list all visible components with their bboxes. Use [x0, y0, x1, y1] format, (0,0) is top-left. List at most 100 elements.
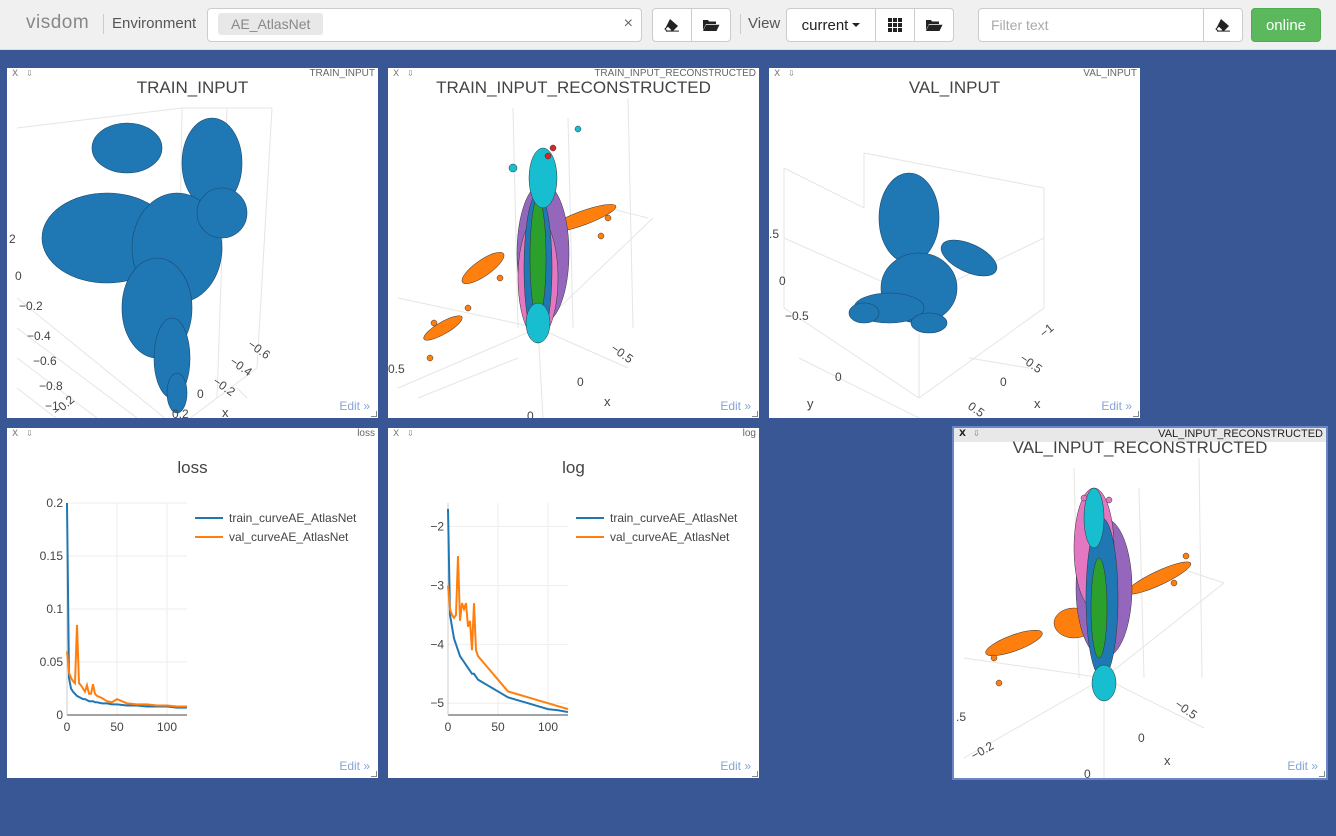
- resize-handle[interactable]: [752, 771, 758, 777]
- folder-open-icon: [703, 20, 720, 31]
- close-icon[interactable]: X: [393, 429, 400, 439]
- series-line-val_curveAE_AtlasNet[interactable]: [66, 624, 187, 708]
- scatter-points: [848, 172, 998, 334]
- resize-handle[interactable]: [371, 411, 377, 417]
- grid-icon: [888, 18, 902, 32]
- resize-handle[interactable]: [1133, 411, 1139, 417]
- tick-label: −0.5: [1172, 697, 1200, 722]
- pane-val-input[interactable]: X ⇩ VAL_INPUT VAL_INPUT .5 0 −0.5 0 −1 −…: [769, 68, 1140, 418]
- series-line-train_curveAE_AtlasNet[interactable]: [66, 502, 187, 709]
- tick-label: −0.5: [608, 341, 636, 366]
- tick-label: −0.2: [210, 374, 238, 399]
- series-line-val_curveAE_AtlasNet[interactable]: [447, 555, 569, 711]
- line-chart-loss[interactable]: 0 50 100 0 0.05 0.1 0.15 0.2 train_curveAE_Atlas…: [7, 428, 378, 778]
- view-select-value: current: [801, 16, 849, 34]
- clear-environment-eraser-button[interactable]: [652, 8, 692, 42]
- pane-titlebar[interactable]: X ⇩ log: [388, 428, 759, 441]
- x-tick-label: 0: [445, 720, 452, 734]
- axis-title: x: [1034, 396, 1041, 411]
- edit-link[interactable]: Edit »: [1287, 759, 1318, 773]
- scatter3d-plot[interactable]: 0.5 0 −0.5 0 x: [388, 68, 759, 418]
- x-tick-label: 100: [538, 720, 558, 734]
- edit-link[interactable]: Edit »: [720, 759, 751, 773]
- download-icon[interactable]: ⇩: [788, 69, 795, 78]
- tick-label: 0: [835, 370, 842, 384]
- environment-selector[interactable]: AE_AtlasNet ×: [207, 8, 642, 42]
- pane-name: loss: [357, 428, 375, 439]
- close-icon[interactable]: X: [774, 69, 781, 79]
- tick-label: −0.2: [19, 299, 43, 313]
- filter-text-input[interactable]: [978, 8, 1204, 42]
- pane-train-input[interactable]: X ⇩ TRAIN_INPUT TRAIN_INPUT 2 0 −0.2 −0.…: [7, 68, 378, 418]
- pane-log[interactable]: X ⇩ log log 0 50 100 −2 −3 −4 −5 train_curveAE_…: [388, 428, 759, 778]
- download-icon[interactable]: ⇩: [26, 69, 33, 78]
- folder-open-icon: [926, 20, 943, 31]
- eraser-icon: [664, 19, 679, 32]
- y-tick-label: −5: [430, 696, 444, 710]
- download-icon[interactable]: ⇩: [26, 429, 33, 438]
- close-icon[interactable]: X: [12, 429, 19, 439]
- connection-status-button[interactable]: online: [1251, 8, 1321, 42]
- legend-label[interactable]: train_curveAE_AtlasNet: [229, 511, 357, 525]
- download-icon[interactable]: ⇩: [973, 429, 980, 438]
- resize-handle[interactable]: [1319, 771, 1325, 777]
- tick-label: 2: [9, 232, 16, 246]
- x-tick-label: 50: [110, 720, 124, 734]
- environment-tag[interactable]: AE_AtlasNet: [218, 13, 324, 35]
- top-navbar: visdom Environment AE_AtlasNet × View cu…: [0, 0, 1336, 50]
- clear-filter-button[interactable]: [1203, 8, 1243, 42]
- clear-environment-button[interactable]: ×: [623, 15, 633, 32]
- tick-label: 0: [577, 375, 584, 389]
- pane-name: VAL_INPUT_RECONSTRUCTED: [1158, 428, 1323, 440]
- pane-train-input-reconstructed[interactable]: X ⇩ TRAIN_INPUT_RECONSTRUCTED TRAIN_INPU…: [388, 68, 759, 418]
- pane-name: TRAIN_INPUT_RECONSTRUCTED: [594, 68, 756, 79]
- pane-val-input-reconstructed[interactable]: X ⇩ VAL_INPUT_RECONSTRUCTED VAL_INPUT_RE…: [952, 426, 1328, 780]
- pane-titlebar[interactable]: X ⇩ loss: [7, 428, 378, 441]
- y-tick-label: 0.05: [40, 655, 64, 669]
- close-icon[interactable]: X: [12, 69, 19, 79]
- legend-label[interactable]: val_curveAE_AtlasNet: [610, 530, 730, 544]
- scatter3d-plot[interactable]: .5 −0.2 0 −0.5 0 x: [954, 428, 1326, 778]
- pane-titlebar[interactable]: X ⇩ TRAIN_INPUT_RECONSTRUCTED: [388, 68, 759, 81]
- legend-label[interactable]: val_curveAE_AtlasNet: [229, 530, 349, 544]
- brand-logo[interactable]: visdom: [26, 12, 90, 33]
- pane-titlebar[interactable]: X ⇩ VAL_INPUT: [769, 68, 1140, 81]
- scatter3d-plot[interactable]: 2 0 −0.2 −0.4 −0.6 −0.8 −1 −0.2 0 −0.2 −…: [7, 68, 378, 418]
- manage-environments-button[interactable]: [691, 8, 731, 42]
- resize-handle[interactable]: [371, 771, 377, 777]
- pane-name: TRAIN_INPUT: [309, 68, 375, 79]
- y-tick-label: 0.2: [46, 496, 63, 510]
- eraser-icon: [1215, 19, 1230, 32]
- edit-link[interactable]: Edit »: [720, 399, 751, 413]
- edit-link[interactable]: Edit »: [339, 399, 370, 413]
- axis-title: y: [807, 396, 814, 411]
- resize-handle[interactable]: [752, 411, 758, 417]
- edit-link[interactable]: Edit »: [339, 759, 370, 773]
- close-icon[interactable]: X: [959, 429, 966, 439]
- scatter-points: [41, 117, 248, 414]
- chevron-down-icon: [852, 23, 861, 27]
- pane-loss[interactable]: X ⇩ loss loss 0 50 100 0 0.05 0.1 0.15 0.2 train…: [7, 428, 378, 778]
- pane-titlebar[interactable]: X ⇩ VAL_INPUT_RECONSTRUCTED: [954, 428, 1326, 442]
- repack-grid-button[interactable]: [875, 8, 915, 42]
- axis-title: x: [1164, 753, 1171, 768]
- line-chart-log[interactable]: 0 50 100 −2 −3 −4 −5 train_curveAE_AtlasNet val_…: [388, 428, 759, 778]
- scatter3d-plot[interactable]: .5 0 −0.5 0 −1 −0.5 0 0.5 x y: [769, 68, 1140, 418]
- divider: [740, 14, 741, 34]
- download-icon[interactable]: ⇩: [407, 69, 414, 78]
- edit-link[interactable]: Edit »: [1101, 399, 1132, 413]
- pane-titlebar[interactable]: X ⇩ TRAIN_INPUT: [7, 68, 378, 81]
- series-line-train_curveAE_AtlasNet[interactable]: [447, 508, 569, 714]
- tick-label: −0.6: [33, 354, 57, 368]
- legend-label[interactable]: train_curveAE_AtlasNet: [610, 511, 738, 525]
- close-icon[interactable]: X: [393, 69, 400, 79]
- y-tick-label: 0: [56, 708, 63, 722]
- y-tick-label: −4: [430, 637, 444, 651]
- tick-label: 0.5: [388, 362, 405, 376]
- download-icon[interactable]: ⇩: [407, 429, 414, 438]
- manage-views-button[interactable]: [914, 8, 954, 42]
- view-select-dropdown[interactable]: current: [786, 8, 876, 42]
- tick-label: 0: [779, 274, 786, 288]
- axis-title: x: [222, 405, 229, 418]
- y-tick-label: −2: [430, 520, 444, 534]
